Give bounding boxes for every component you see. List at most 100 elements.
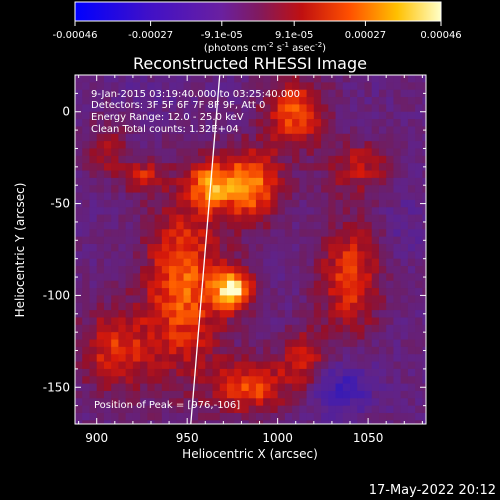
heatmap-cell bbox=[386, 317, 395, 326]
heatmap-cell bbox=[270, 280, 279, 289]
heatmap-cell bbox=[176, 82, 185, 91]
heatmap-cell bbox=[212, 177, 221, 186]
heatmap-cell bbox=[234, 310, 243, 319]
heatmap-cell bbox=[393, 383, 402, 392]
heatmap-cell bbox=[415, 405, 423, 414]
heatmap-cell bbox=[407, 229, 416, 238]
heatmap-cell bbox=[364, 177, 373, 186]
heatmap-cell bbox=[219, 133, 228, 142]
heatmap-cell bbox=[176, 376, 185, 385]
heatmap-cell bbox=[190, 302, 199, 311]
heatmap-cell bbox=[255, 170, 264, 179]
heatmap-cell bbox=[226, 288, 235, 297]
heatmap-cell bbox=[248, 295, 257, 304]
heatmap-cell bbox=[263, 185, 272, 194]
heatmap-cell bbox=[198, 339, 206, 348]
heatmap-cell bbox=[378, 376, 387, 385]
heatmap-cell bbox=[350, 383, 358, 392]
heatmap-cell bbox=[118, 310, 127, 319]
heatmap-cell bbox=[183, 177, 192, 186]
heatmap-cell bbox=[277, 390, 286, 399]
heatmap-cell bbox=[125, 89, 134, 98]
heatmap-cell bbox=[335, 368, 344, 377]
heatmap-cell bbox=[393, 251, 402, 260]
heatmap-cell bbox=[161, 302, 170, 311]
heatmap-cell bbox=[82, 412, 91, 421]
heatmap-cell bbox=[118, 383, 127, 392]
heatmap-cell bbox=[75, 288, 83, 297]
heatmap-cell bbox=[255, 133, 264, 142]
heatmap-cell bbox=[198, 273, 206, 282]
heatmap-cell bbox=[321, 361, 329, 370]
heatmap-cell bbox=[350, 332, 358, 341]
heatmap-cell bbox=[292, 346, 300, 355]
heatmap-cell bbox=[292, 398, 300, 407]
heatmap-cell bbox=[270, 390, 279, 399]
heatmap-cell bbox=[313, 126, 322, 135]
heatmap-cell bbox=[205, 163, 214, 172]
heatmap-cell bbox=[248, 119, 257, 128]
heatmap-cell bbox=[75, 266, 83, 274]
heatmap-cell bbox=[277, 339, 286, 348]
heatmap-cell bbox=[400, 258, 409, 267]
heatmap-cell bbox=[407, 82, 416, 91]
heatmap-cell bbox=[169, 258, 177, 267]
heatmap-cell bbox=[277, 243, 286, 252]
heatmap-cell bbox=[364, 251, 373, 260]
heatmap-cell bbox=[147, 185, 156, 194]
heatmap-cell bbox=[299, 258, 308, 267]
heatmap-cell bbox=[284, 258, 293, 267]
heatmap-cell bbox=[255, 243, 264, 252]
heatmap-cell bbox=[306, 111, 315, 120]
heatmap-cell bbox=[371, 177, 380, 186]
heatmap-cell bbox=[357, 155, 366, 164]
heatmap-cell bbox=[82, 75, 91, 83]
heatmap-cell bbox=[415, 346, 423, 355]
colorbar-ticks: -0.00046 -0.00027 -9.1e-05 9.1e-05 0.00027 0.… bbox=[53, 21, 462, 41]
heatmap-cell bbox=[205, 420, 214, 424]
heatmap-cell bbox=[299, 332, 308, 341]
heatmap-cell bbox=[270, 221, 279, 230]
heatmap-cell bbox=[299, 163, 308, 172]
heatmap-cell bbox=[386, 133, 395, 142]
heatmap-cell bbox=[118, 412, 127, 421]
heatmap-cell bbox=[118, 295, 127, 304]
heatmap-cell bbox=[371, 339, 380, 348]
heatmap-cell bbox=[263, 412, 272, 421]
heatmap-cell bbox=[82, 141, 91, 150]
heatmap-cell bbox=[234, 317, 243, 326]
heatmap-cell bbox=[96, 390, 105, 399]
heatmap-cell bbox=[226, 119, 235, 128]
heatmap-cell bbox=[350, 214, 358, 223]
heatmap-cell bbox=[161, 155, 170, 164]
heatmap-cell bbox=[248, 324, 257, 333]
heatmap-cell bbox=[378, 214, 387, 223]
heatmap-cell bbox=[140, 119, 148, 128]
heatmap-cell bbox=[328, 354, 337, 363]
heatmap-cell bbox=[132, 82, 141, 91]
heatmap-cell bbox=[321, 89, 329, 98]
heatmap-cell bbox=[342, 266, 351, 274]
heatmap-cell bbox=[342, 170, 351, 179]
heatmap-cell bbox=[125, 192, 134, 201]
heatmap-cell bbox=[328, 243, 337, 252]
heatmap-cell bbox=[198, 317, 206, 326]
heatmap-cell bbox=[357, 346, 366, 355]
heatmap-cell bbox=[147, 221, 156, 230]
heatmap-cell bbox=[415, 155, 423, 164]
heatmap-cell bbox=[299, 280, 308, 289]
heatmap-cell bbox=[357, 119, 366, 128]
heatmap-cell bbox=[364, 266, 373, 274]
heatmap-cell bbox=[169, 390, 177, 399]
heatmap-cell bbox=[335, 170, 344, 179]
heatmap-cell bbox=[147, 324, 156, 333]
heatmap-cell bbox=[415, 420, 423, 424]
heatmap-cell bbox=[212, 390, 221, 399]
heatmap-cell bbox=[96, 339, 105, 348]
heatmap-cell bbox=[371, 229, 380, 238]
heatmap-cell bbox=[205, 155, 214, 164]
heatmap-cell bbox=[400, 199, 409, 208]
heatmap-cell bbox=[183, 236, 192, 245]
heatmap-cell bbox=[226, 368, 235, 377]
heatmap-cell bbox=[378, 111, 387, 120]
